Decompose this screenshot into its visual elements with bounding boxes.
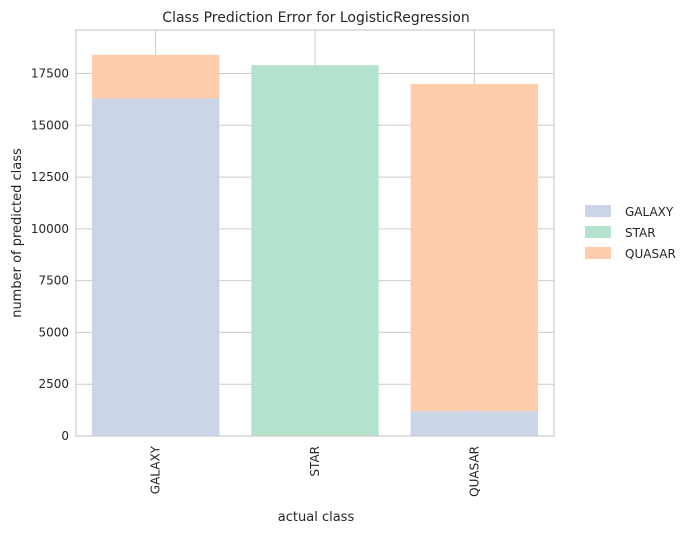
x-tick-label: STAR xyxy=(308,446,322,477)
y-axis-label: number of predicted class xyxy=(10,148,25,318)
legend-swatch-galaxy xyxy=(585,205,611,217)
legend-label: STAR xyxy=(625,226,656,240)
y-tick-label: 17500 xyxy=(31,67,69,81)
x-tick-label: QUASAR xyxy=(467,446,481,497)
y-tick-label: 15000 xyxy=(31,118,69,132)
y-tick-label: 7500 xyxy=(38,274,69,288)
x-axis-label: actual class xyxy=(278,510,355,525)
chart-title: Class Prediction Error for LogisticRegre… xyxy=(162,10,469,26)
bar-quasar-quasar xyxy=(410,83,539,412)
x-tick-labels: GALAXY STAR QUASAR xyxy=(149,445,482,496)
y-tick-label: 5000 xyxy=(38,325,69,339)
y-tick-label: 12500 xyxy=(31,170,69,184)
bar-galaxy-quasar xyxy=(91,54,220,99)
bar-galaxy-galaxy xyxy=(91,98,220,436)
y-tick-labels: 0 2500 5000 7500 10000 12500 15000 17500 xyxy=(31,67,69,444)
bar-quasar-galaxy xyxy=(410,411,539,436)
y-tick-label: 10000 xyxy=(31,222,69,236)
legend: GALAXY STAR QUASAR xyxy=(585,205,676,261)
x-tick-label: GALAXY xyxy=(149,445,163,494)
legend-label: GALAXY xyxy=(625,205,674,219)
y-tick-label: 2500 xyxy=(38,377,69,391)
bar-star-star xyxy=(251,65,379,436)
y-tick-label: 0 xyxy=(61,429,69,443)
legend-label: QUASAR xyxy=(625,247,676,261)
legend-swatch-star xyxy=(585,226,611,238)
plot-frame xyxy=(75,29,555,437)
bars xyxy=(91,54,539,436)
legend-swatch-quasar xyxy=(585,247,611,259)
